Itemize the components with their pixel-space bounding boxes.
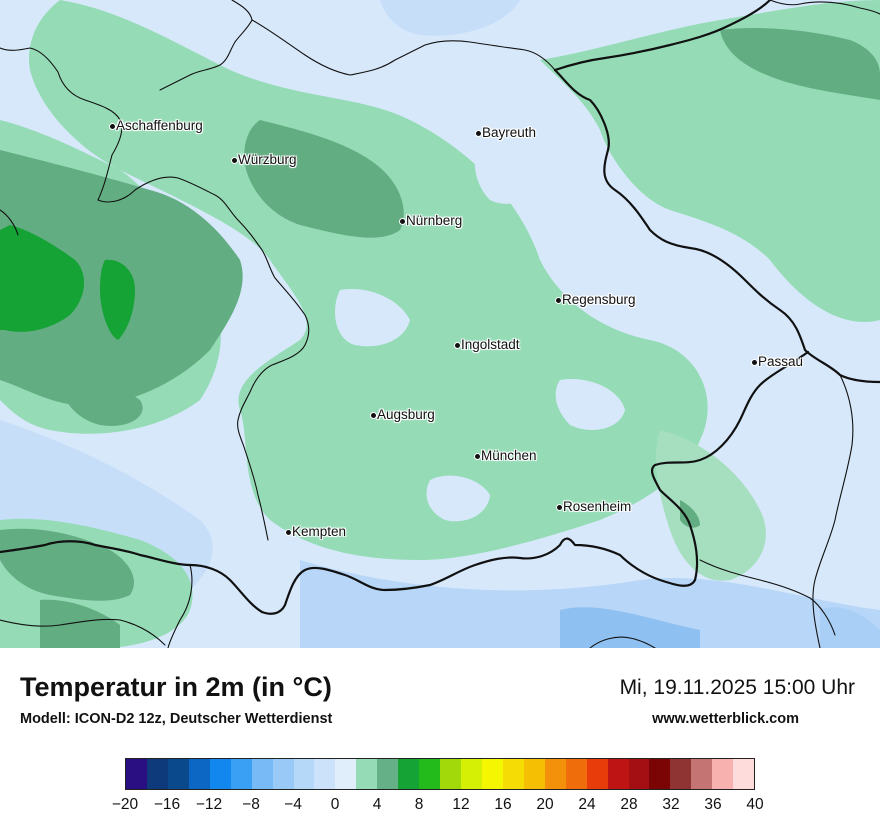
city-marker-icon xyxy=(285,529,292,536)
weather-map: Aschaffenburg Würzburg Bayreuth Nürnberg… xyxy=(0,0,880,648)
legend-tick-label: −8 xyxy=(242,796,260,813)
legend-tick-label: 28 xyxy=(620,796,638,813)
legend-tick-label: 40 xyxy=(746,796,764,813)
legend-swatch xyxy=(607,759,629,789)
legend-swatch xyxy=(670,759,692,789)
legend-swatch xyxy=(398,759,420,789)
city-label: Regensburg xyxy=(555,292,636,307)
city-label: Nürnberg xyxy=(399,213,462,228)
legend-tick-label: −20 xyxy=(111,796,139,813)
legend-tick-label: 0 xyxy=(330,796,340,813)
city-marker-icon xyxy=(474,453,481,460)
legend-swatch xyxy=(377,759,399,789)
legend-swatch xyxy=(523,759,545,789)
legend-swatch xyxy=(628,759,650,789)
legend-swatch xyxy=(272,759,294,789)
legend-swatch xyxy=(691,759,713,789)
city-label: Bayreuth xyxy=(475,125,536,140)
legend-tick-label: 16 xyxy=(494,796,512,813)
legend-swatch xyxy=(481,759,503,789)
legend-swatch xyxy=(461,759,482,789)
city-marker-icon xyxy=(475,130,482,137)
city-label: Rosenheim xyxy=(556,499,631,514)
city-marker-icon xyxy=(399,218,406,225)
legend-tick-labels: −20 −16 −12 −8 −4 0 4 8 12 16 20 24 28 32 36 40 xyxy=(0,796,880,820)
city-marker-icon xyxy=(454,342,461,349)
legend-swatch xyxy=(356,759,378,789)
city-marker-icon xyxy=(109,123,116,130)
legend-swatch xyxy=(146,759,168,789)
legend-tick-label: −16 xyxy=(153,796,181,813)
legend-swatch xyxy=(712,759,734,789)
legend-tick-label: 24 xyxy=(578,796,596,813)
legend-tick-label: 20 xyxy=(536,796,554,813)
legend-swatch xyxy=(586,759,608,789)
legend-tick-label: 4 xyxy=(372,796,382,813)
legend-swatch xyxy=(733,759,755,789)
map-footer: Temperatur in 2m (in °C) Modell: ICON-D2… xyxy=(0,648,880,830)
legend-tick-label: 36 xyxy=(704,796,722,813)
city-label: Würzburg xyxy=(231,152,297,167)
legend-swatch xyxy=(167,759,189,789)
legend-swatch xyxy=(565,759,587,789)
city-marker-icon xyxy=(555,297,562,304)
map-title: Temperatur in 2m (in °C) xyxy=(20,672,332,702)
website-label: www.wetterblick.com xyxy=(652,711,799,727)
legend-swatch xyxy=(502,759,524,789)
legend-swatch xyxy=(440,759,461,789)
temperature-field xyxy=(0,0,880,648)
city-label: Passau xyxy=(751,354,803,369)
legend-swatch xyxy=(314,759,336,789)
legend-tick-label: −4 xyxy=(284,796,302,813)
legend-swatch xyxy=(649,759,671,789)
legend-swatch xyxy=(335,759,357,789)
city-marker-icon xyxy=(370,412,377,419)
city-marker-icon xyxy=(751,359,758,366)
city-marker-icon xyxy=(556,504,563,511)
forecast-datetime: Mi, 19.11.2025 15:00 Uhr xyxy=(619,676,855,699)
legend-tick-label: 12 xyxy=(452,796,470,813)
legend-swatch xyxy=(126,759,147,789)
city-label: Aschaffenburg xyxy=(109,118,203,133)
city-label: München xyxy=(474,448,537,463)
city-label: Kempten xyxy=(285,524,346,539)
legend-swatch xyxy=(544,759,566,789)
legend-swatch xyxy=(293,759,315,789)
model-source: Modell: ICON-D2 12z, Deutscher Wetterdie… xyxy=(20,711,333,727)
color-scale-legend xyxy=(125,758,755,790)
city-label: Ingolstadt xyxy=(454,337,520,352)
city-marker-icon xyxy=(231,157,238,164)
city-label: Augsburg xyxy=(370,407,435,422)
legend-swatch xyxy=(251,759,273,789)
legend-tick-label: 8 xyxy=(414,796,424,813)
legend-swatch xyxy=(419,759,441,789)
legend-tick-label: 32 xyxy=(662,796,680,813)
legend-swatch xyxy=(188,759,210,789)
legend-swatch xyxy=(230,759,252,789)
legend-tick-label: −12 xyxy=(195,796,223,813)
legend-swatch xyxy=(209,759,231,789)
